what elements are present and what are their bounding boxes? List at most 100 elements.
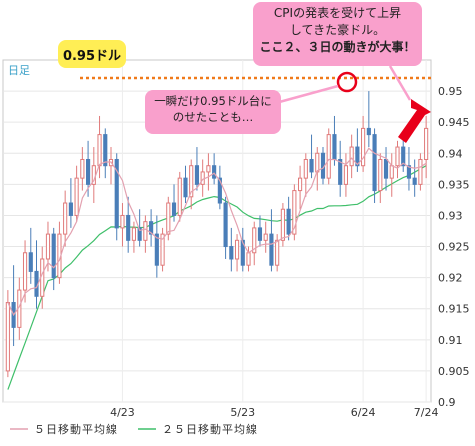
candle-down (286, 208, 291, 235)
cpi-callout-line2: してきた豪ドル。 (289, 23, 386, 37)
y-axis: 0.9 0.905 0.91 0.915 0.92 0.925 0.93 0.935 0.94 0… (438, 85, 470, 409)
candle-down (355, 146, 360, 167)
candle-up (120, 214, 125, 229)
ma5-line-group (7, 147, 427, 317)
candle-up (326, 134, 331, 179)
candle-down (406, 165, 412, 179)
candle-down (103, 134, 108, 167)
candle-down (257, 227, 263, 241)
candle-down (171, 202, 177, 216)
touch-note-text: 一瞬だけ0.95ドル台にのせたことも… (154, 94, 272, 124)
candle-up (361, 127, 366, 167)
candle-down (372, 134, 377, 192)
y-tick-label: 0.94 (438, 147, 463, 160)
touch-circle (336, 71, 358, 93)
candle-down (269, 233, 274, 266)
candle-up (418, 158, 423, 185)
x-tick-label: 5/23 (230, 406, 255, 419)
candle-down (137, 227, 142, 241)
candle-up (63, 202, 68, 235)
candles-group (5, 91, 429, 378)
legend-ma5: ５日移動平均線 (34, 422, 118, 436)
candle-up (45, 233, 51, 260)
candle-down (412, 177, 417, 185)
candle-up (200, 171, 205, 185)
candle-up (280, 208, 285, 241)
candle-up (315, 152, 320, 173)
candle-down (68, 202, 73, 216)
cpi-callout-line1: CPIの発表を受けて上昇 (273, 6, 402, 20)
callout-pointer (388, 65, 412, 101)
candle-up (234, 239, 240, 260)
ma25-line-group (7, 165, 427, 390)
candle-down (217, 177, 222, 204)
touch-note: 一瞬だけ0.95ドル台にのせたことも… (145, 90, 281, 134)
x-axis: 4/23 5/23 6/24 7/24 (110, 406, 438, 419)
candle-up (74, 177, 79, 216)
candle-down (149, 221, 154, 235)
y-tick-label: 0.95 (438, 85, 463, 98)
candle-up (263, 233, 268, 241)
candle-down (86, 158, 91, 185)
y-tick-label: 0.925 (438, 241, 470, 254)
y-tick-label: 0.91 (438, 334, 463, 347)
y-tick-label: 0.935 (438, 178, 470, 191)
candle-down (229, 246, 234, 260)
candle-up (160, 233, 165, 266)
cpi-callout-line3: ここ２、３日の動きが大事！ (259, 40, 416, 54)
candle-down (309, 158, 314, 173)
y-tick-label: 0.905 (438, 365, 470, 378)
candle-up (303, 158, 308, 179)
y-tick-label: 0.93 (438, 209, 463, 222)
candle-up (349, 146, 354, 167)
y-tick-label: 0.92 (438, 272, 463, 285)
candle-down (332, 134, 337, 160)
candle-down (114, 158, 119, 229)
candle-up (97, 134, 102, 167)
candle-up (424, 127, 429, 160)
candle-down (338, 158, 343, 185)
candle-up (252, 227, 257, 254)
candle-down (240, 239, 245, 266)
candle-up (395, 146, 400, 167)
candle-down (28, 252, 33, 272)
touch-note-pointer (271, 84, 339, 106)
y-tick-label: 0.945 (438, 116, 470, 129)
candle-up (246, 252, 251, 266)
candle-up (80, 158, 85, 179)
legend-ma25: ２５日移動平均線 (162, 422, 258, 436)
candle-down (183, 177, 188, 198)
timeframe-label: 日足 (8, 64, 30, 77)
candle-up (275, 239, 280, 266)
candle-up (389, 165, 394, 179)
candle-up (292, 190, 297, 235)
candle-down (154, 233, 159, 266)
level-label: 0.95ドル (58, 40, 126, 68)
candle-down (126, 214, 131, 241)
y-tick-label: 0.915 (438, 303, 470, 316)
up-arrow-icon (398, 99, 431, 143)
candle-down (194, 165, 200, 185)
candle-down (383, 158, 389, 179)
candle-up (22, 252, 28, 291)
candle-up (206, 165, 211, 173)
candle-down (51, 233, 56, 279)
legend: ５日移動平均線 ２５日移動平均線 (10, 422, 258, 436)
candle-down (223, 202, 228, 248)
candle-up (177, 177, 182, 216)
candle-up (343, 165, 348, 185)
ma25-line (7, 165, 427, 390)
candle-up (378, 158, 383, 192)
candle-down (401, 146, 406, 167)
candle-up (189, 165, 194, 198)
cpi-callout: CPIの発表を受けて上昇 してきた豪ドル。 ここ２、３日の動きが大事！ (253, 2, 422, 66)
candle-down (366, 127, 371, 136)
candle-up (5, 302, 10, 372)
x-tick-label: 7/24 (414, 406, 439, 419)
candle-up (166, 202, 171, 235)
candle-up (143, 221, 148, 241)
x-tick-label: 6/24 (351, 406, 376, 419)
y-tick-label: 0.9 (438, 396, 456, 409)
candle-up (131, 227, 136, 241)
candle-up (298, 177, 303, 192)
